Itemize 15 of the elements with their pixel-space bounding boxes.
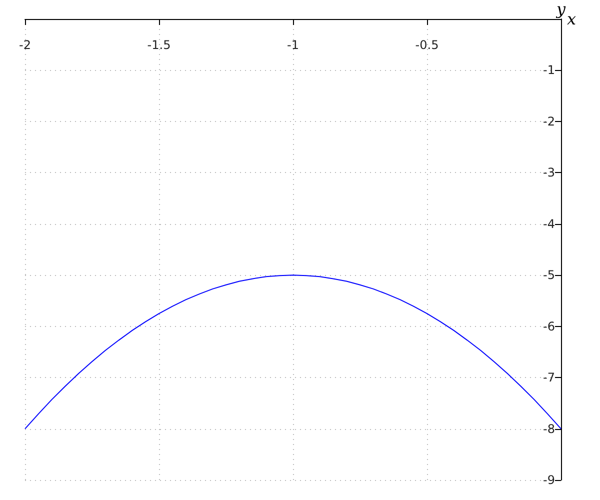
y-tick-label: -7 xyxy=(543,370,555,385)
y-tick-label: -2 xyxy=(543,114,555,128)
y-tick-label: -6 xyxy=(543,319,555,334)
y-tick-label: -3 xyxy=(543,166,555,180)
y-tick-label: -9 xyxy=(543,473,555,487)
x-tick-label: -1 xyxy=(287,38,299,52)
y-tick-label: -5 xyxy=(543,268,555,282)
y-axis-title: y xyxy=(555,0,566,18)
y-tick-label: -1 xyxy=(543,63,555,78)
y-tick-label: -8 xyxy=(543,422,555,436)
x-tick-label: -0.5 xyxy=(415,38,439,52)
x-tick-label: -1.5 xyxy=(147,38,171,52)
x-tick-label: -2 xyxy=(19,38,31,52)
x-axis-title: x xyxy=(567,10,576,28)
y-tick-label: -4 xyxy=(543,216,555,231)
